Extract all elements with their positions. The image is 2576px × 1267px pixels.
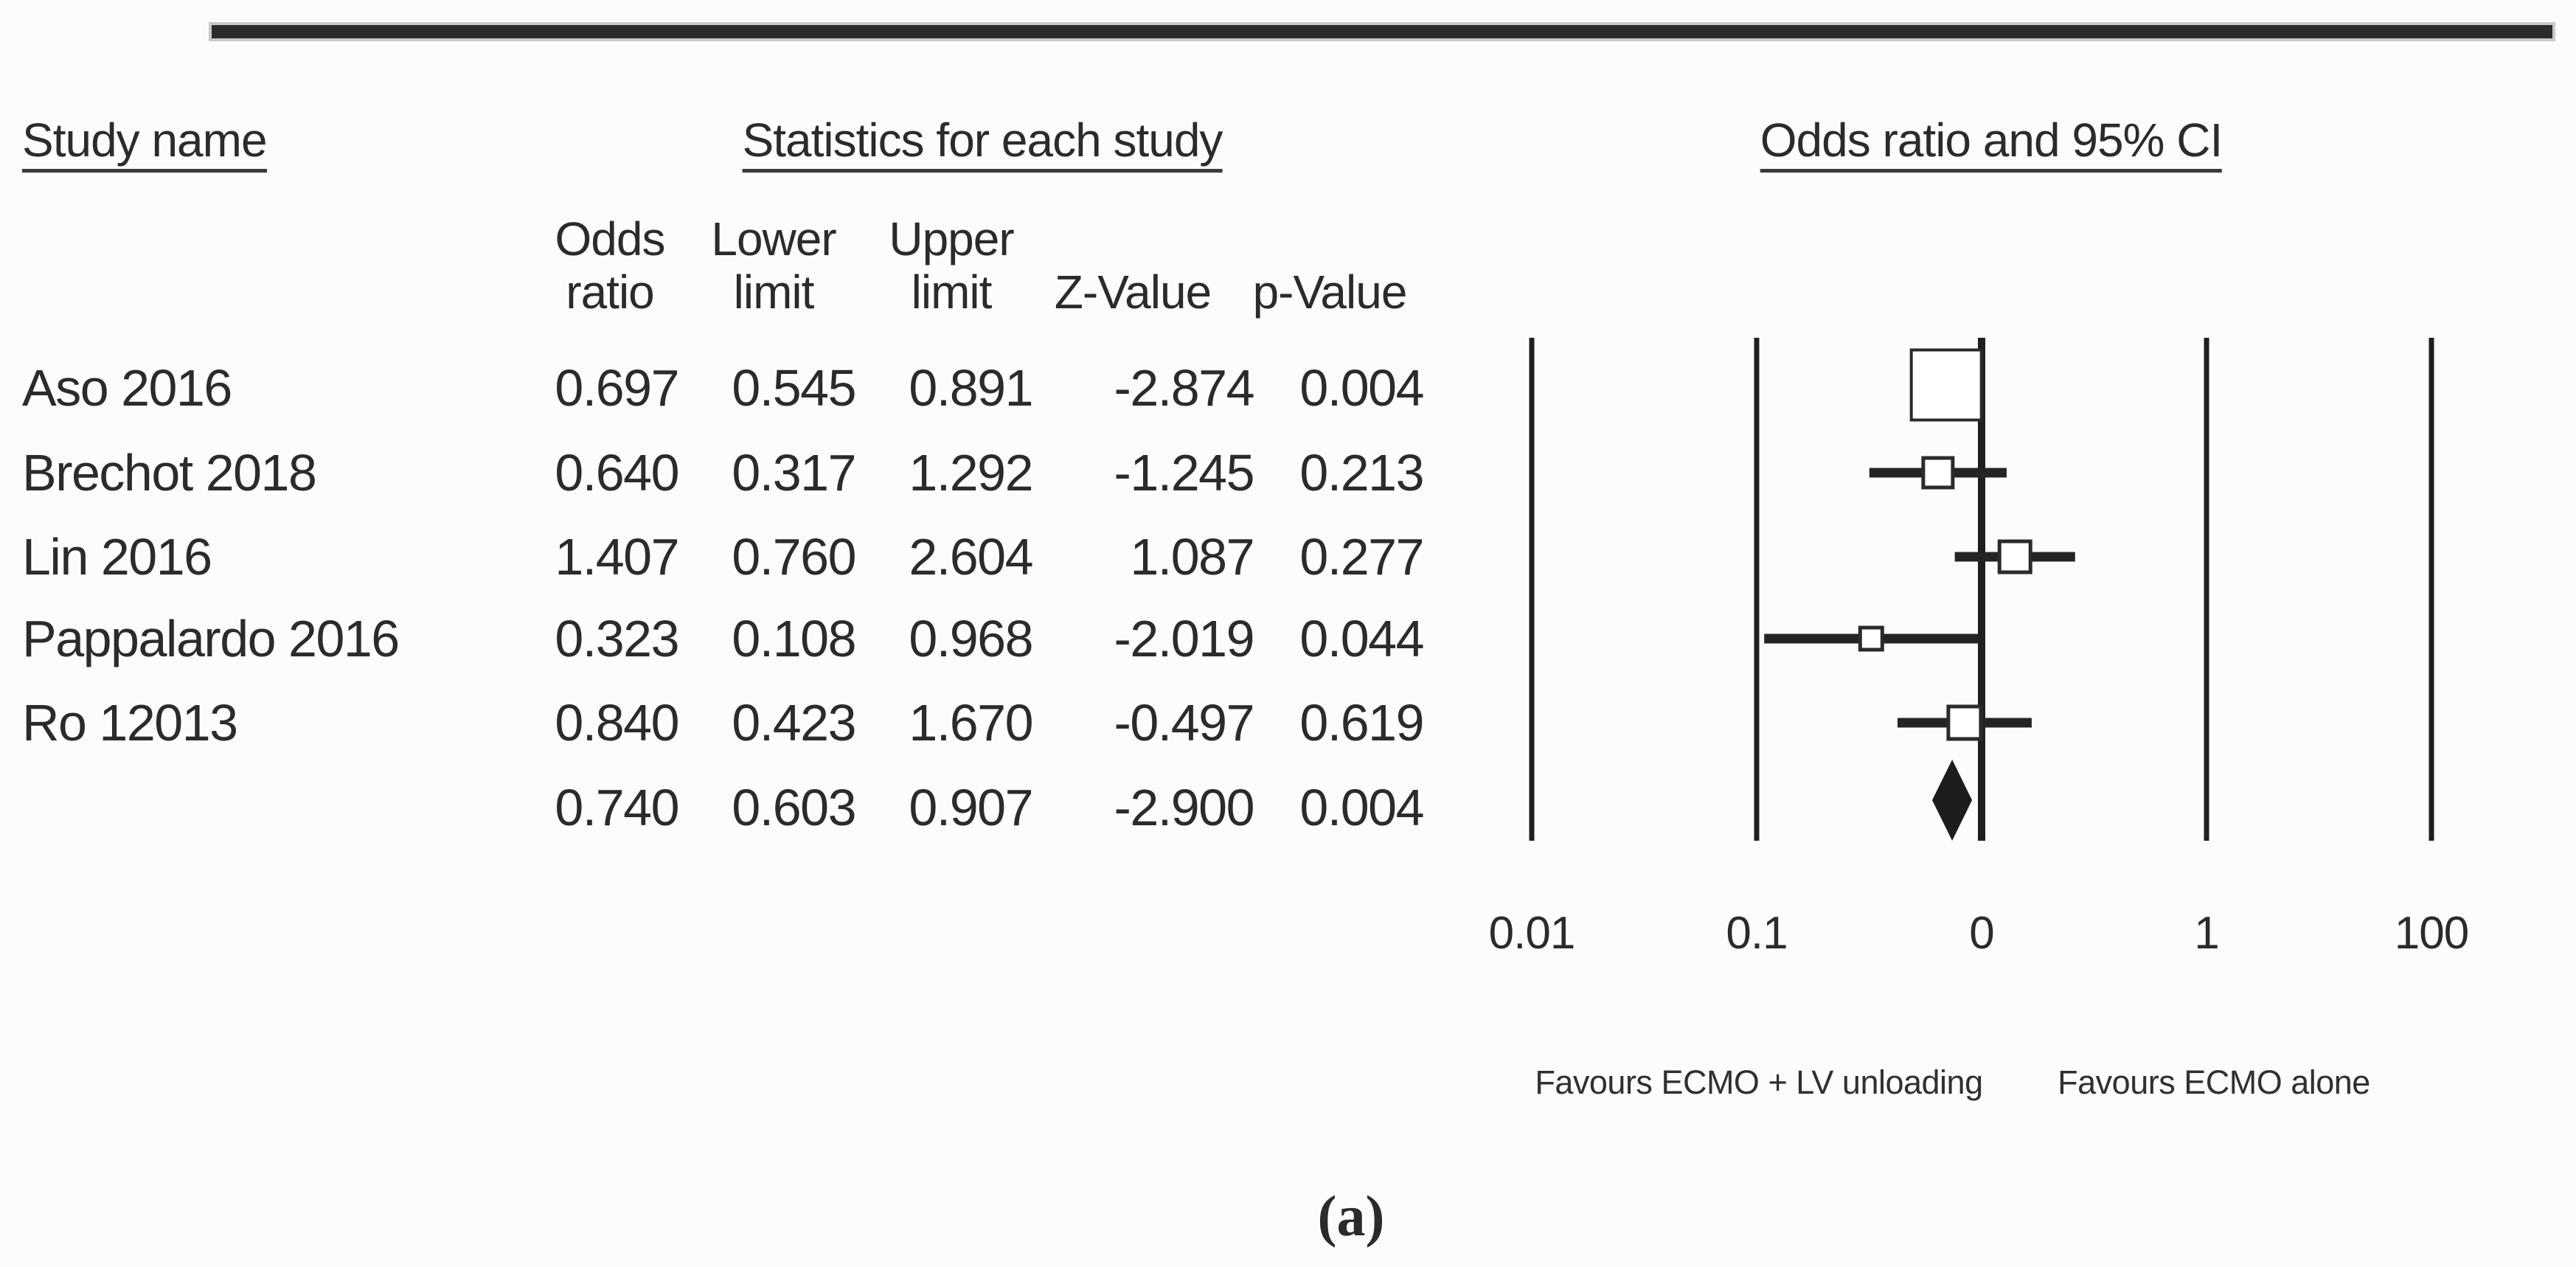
stat-value: -1.245 bbox=[1114, 444, 1255, 501]
column-header-line: Upper bbox=[889, 212, 1014, 265]
stat-value: -0.497 bbox=[1114, 694, 1255, 751]
table-row: Lin 2016 1.407 0.760 2.604 1.087 0.277 bbox=[0, 524, 2576, 590]
stat-value: 0.323 bbox=[555, 610, 679, 667]
axis-tick-label: 0 bbox=[1969, 908, 1994, 959]
table-row: 0.740 0.603 0.907 -2.900 0.004 bbox=[0, 774, 2576, 841]
forest-plot bbox=[1529, 338, 2434, 841]
stat-value: 0.004 bbox=[1299, 359, 1424, 417]
stat-value: 0.740 bbox=[555, 779, 679, 836]
stat-value: 0.423 bbox=[732, 694, 856, 751]
stat-value: -2.019 bbox=[1114, 610, 1255, 667]
column-header: Z-Value bbox=[1054, 206, 1212, 319]
stat-value: 0.277 bbox=[1299, 528, 1424, 586]
stat-value: 2.604 bbox=[909, 528, 1033, 586]
axis-tick-label: 100 bbox=[2394, 908, 2469, 959]
stats-section-header: Statistics for each study bbox=[742, 117, 1223, 173]
column-header: p-Value bbox=[1252, 206, 1408, 319]
stat-value: 0.044 bbox=[1299, 610, 1424, 667]
column-header: Odds ratio bbox=[555, 206, 666, 319]
stat-value: 1.292 bbox=[909, 444, 1033, 501]
study-name-header: Study name bbox=[22, 117, 268, 173]
column-header-line: Z-Value bbox=[1054, 265, 1212, 319]
study-name: Lin 2016 bbox=[22, 528, 212, 586]
column-header-line: Lower bbox=[711, 212, 836, 265]
column-header-line: ratio bbox=[566, 265, 654, 319]
stat-value: 0.697 bbox=[555, 359, 679, 417]
stat-value: 0.108 bbox=[732, 610, 856, 667]
odds-ratio-square bbox=[1946, 704, 1983, 741]
column-header-line: p-Value bbox=[1252, 265, 1408, 319]
study-name: Pappalardo 2016 bbox=[22, 610, 400, 667]
odds-ratio-square bbox=[1997, 539, 2032, 575]
subfigure-caption: (a) bbox=[1317, 1184, 1385, 1248]
top-rule-divider bbox=[212, 25, 2552, 38]
table-row: Pappalardo 2016 0.323 0.108 0.968 -2.019 0.04… bbox=[0, 605, 2576, 672]
table-row: Brechot 2018 0.640 0.317 1.292 -1.245 0.213 bbox=[0, 440, 2576, 506]
stat-value: 0.545 bbox=[732, 359, 856, 417]
axis-tick-label: 0.1 bbox=[1726, 908, 1788, 959]
table-row: Ro 12013 0.840 0.423 1.670 -0.497 0.619 bbox=[0, 690, 2576, 756]
stat-value: 0.907 bbox=[909, 779, 1033, 836]
favours-right-label: Favours ECMO alone bbox=[2058, 1063, 2370, 1101]
stat-value: 0.213 bbox=[1299, 444, 1424, 501]
overall-diamond bbox=[1931, 760, 1973, 841]
study-name: Aso 2016 bbox=[22, 359, 232, 417]
study-name: Brechot 2018 bbox=[22, 444, 317, 501]
stat-value: 1.087 bbox=[1130, 528, 1254, 586]
stat-value: 0.968 bbox=[909, 610, 1033, 667]
stat-value: -2.900 bbox=[1114, 779, 1255, 836]
stat-value: 1.670 bbox=[909, 694, 1033, 751]
study-name: Ro 12013 bbox=[22, 694, 238, 751]
odds-ratio-square bbox=[1858, 625, 1884, 652]
table-row: Aso 2016 0.697 0.545 0.891 -2.874 0.004 bbox=[0, 355, 2576, 421]
odds-ratio-square bbox=[1909, 348, 1983, 422]
stat-value: 0.891 bbox=[909, 359, 1033, 417]
stat-value: 0.760 bbox=[732, 528, 856, 586]
stat-value: 1.407 bbox=[555, 528, 679, 586]
stat-value: -2.874 bbox=[1114, 359, 1255, 417]
axis-tick-label: 0.01 bbox=[1488, 908, 1576, 959]
column-header: Lower limit bbox=[711, 206, 836, 319]
stat-value: 0.603 bbox=[732, 779, 856, 836]
stat-value: 0.004 bbox=[1299, 779, 1424, 836]
stat-value: 0.317 bbox=[732, 444, 856, 501]
plot-section-header: Odds ratio and 95% CI bbox=[1760, 117, 2223, 173]
column-header: Upper limit bbox=[889, 206, 1014, 319]
stat-value: 0.619 bbox=[1299, 694, 1424, 751]
odds-ratio-square bbox=[1921, 456, 1955, 490]
axis-tick-label: 1 bbox=[2194, 908, 2219, 959]
stat-value: 0.840 bbox=[555, 694, 679, 751]
column-header-line: Odds bbox=[555, 212, 666, 265]
favours-left-label: Favours ECMO + LV unloading bbox=[1535, 1063, 1983, 1101]
stat-value: 0.640 bbox=[555, 444, 679, 501]
column-header-line: limit bbox=[911, 265, 993, 319]
column-header-line: limit bbox=[733, 265, 815, 319]
